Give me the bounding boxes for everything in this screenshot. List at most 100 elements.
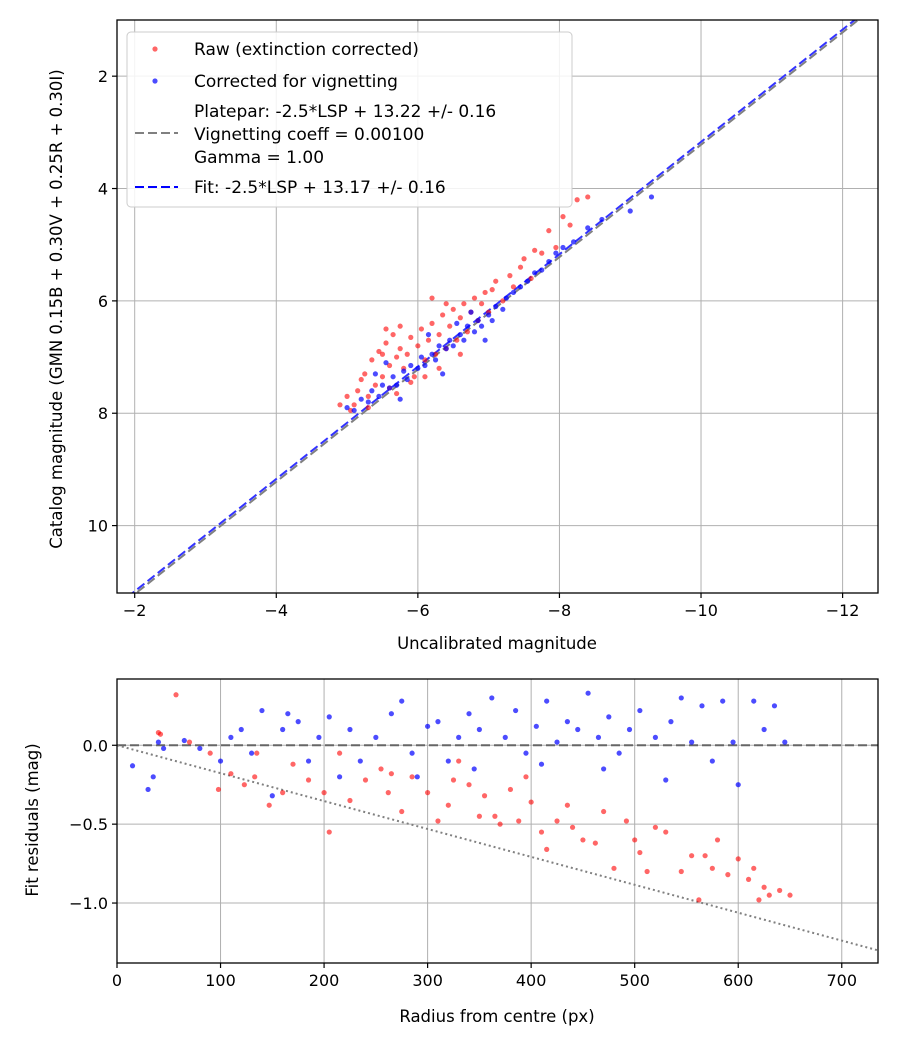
axes-frame bbox=[116, 678, 879, 964]
y-tick-label: −1.0 bbox=[69, 894, 108, 913]
raw-point bbox=[379, 374, 386, 380]
raw-point bbox=[454, 337, 460, 343]
corrected-point bbox=[699, 703, 705, 709]
corrected-point bbox=[637, 707, 643, 714]
corrected-point bbox=[217, 758, 224, 764]
corrected-point bbox=[500, 306, 506, 312]
corrected-point bbox=[627, 208, 633, 214]
corrected-point bbox=[386, 385, 393, 391]
raw-point bbox=[252, 774, 258, 780]
corrected-point bbox=[269, 793, 275, 799]
corrected-point bbox=[532, 270, 538, 276]
raw-point bbox=[466, 782, 472, 788]
legend-label-fit: Fit: -2.5*LSP + 13.17 +/- 0.16 bbox=[194, 178, 446, 198]
legend-label-corrected: Corrected for vignetting bbox=[194, 72, 398, 92]
legend-marker-corrected bbox=[152, 78, 158, 84]
raw-point bbox=[761, 884, 767, 890]
corrected-point bbox=[503, 295, 509, 301]
raw-point bbox=[592, 840, 598, 846]
top-ylabel: Catalog magnitude (GMN 0.15B + 0.30V + 0… bbox=[47, 69, 66, 548]
corrected-point bbox=[150, 774, 156, 780]
corrected-point bbox=[443, 346, 449, 352]
raw-point bbox=[476, 813, 482, 819]
corrected-point bbox=[432, 357, 439, 363]
corrected-point bbox=[435, 719, 441, 725]
corrected-point bbox=[616, 750, 622, 756]
corrected-point bbox=[145, 786, 151, 793]
raw-point bbox=[305, 777, 312, 783]
corrected-point bbox=[585, 690, 591, 696]
corrected-point bbox=[399, 698, 405, 704]
x-tick-label: −10 bbox=[684, 601, 718, 620]
raw-point bbox=[408, 334, 414, 340]
raw-point bbox=[397, 346, 403, 352]
raw-point bbox=[422, 357, 428, 363]
raw-point bbox=[445, 802, 451, 808]
corrected-point bbox=[689, 739, 695, 745]
corrected-point bbox=[414, 774, 420, 780]
corrected-point bbox=[422, 362, 428, 369]
legend: Raw (extinction corrected) Corrected for … bbox=[126, 31, 573, 208]
bottom-ylabel: Fit residuals (mag) bbox=[23, 743, 42, 896]
raw-point bbox=[411, 374, 417, 380]
corrected-point bbox=[735, 782, 741, 788]
corrected-point bbox=[524, 278, 531, 284]
corrected-point bbox=[513, 707, 519, 714]
y-tick-label: 0.0 bbox=[83, 736, 108, 755]
raw-point bbox=[471, 295, 478, 301]
raw-point bbox=[516, 818, 522, 824]
corrected-point bbox=[652, 734, 658, 740]
raw-point bbox=[215, 786, 222, 793]
axes-frame bbox=[116, 19, 879, 594]
raw-point bbox=[321, 790, 327, 796]
raw-point bbox=[385, 790, 391, 796]
raw-point bbox=[429, 320, 435, 326]
corrected-point bbox=[344, 405, 350, 411]
raw-point bbox=[457, 351, 463, 357]
corrected-point bbox=[478, 323, 485, 329]
corrected-point bbox=[461, 337, 467, 343]
corrected-point bbox=[489, 695, 495, 701]
corrected-point bbox=[585, 225, 591, 231]
x-tick-label: −8 bbox=[548, 601, 572, 620]
raw-point bbox=[517, 264, 524, 270]
raw-point bbox=[497, 821, 503, 827]
corrected-point bbox=[280, 726, 286, 733]
corrected-point bbox=[447, 337, 453, 343]
y-tick-label: −0.5 bbox=[69, 815, 108, 834]
line-vignetting-model bbox=[117, 744, 878, 952]
x-tick-label: 500 bbox=[619, 971, 650, 990]
corrected-point bbox=[376, 393, 382, 399]
corrected-point bbox=[450, 343, 456, 349]
corrected-point bbox=[401, 368, 407, 374]
x-tick-label: −4 bbox=[264, 601, 288, 620]
raw-point bbox=[521, 256, 527, 262]
corrected-point bbox=[486, 312, 492, 318]
raw-point bbox=[500, 298, 506, 304]
corrected-point bbox=[238, 726, 244, 733]
raw-point bbox=[678, 868, 684, 875]
corrected-point bbox=[248, 750, 255, 756]
corrected-point bbox=[373, 734, 379, 740]
raw-point bbox=[186, 739, 193, 745]
raw-point bbox=[443, 301, 449, 307]
corrected-point bbox=[425, 331, 432, 338]
raw-point bbox=[735, 856, 741, 862]
raw-point bbox=[523, 774, 529, 780]
corrected-point bbox=[475, 317, 481, 324]
raw-point bbox=[408, 379, 414, 385]
corrected-point bbox=[351, 407, 357, 414]
corrected-point bbox=[409, 750, 415, 756]
corrected-point bbox=[383, 360, 389, 366]
corrected-point bbox=[440, 371, 446, 377]
raw-point bbox=[507, 786, 514, 793]
raw-point bbox=[756, 897, 762, 903]
raw-point bbox=[644, 868, 650, 875]
raw-point bbox=[365, 405, 371, 411]
raw-point bbox=[378, 766, 384, 772]
raw-point bbox=[538, 829, 545, 835]
corrected-point bbox=[533, 723, 539, 729]
raw-point bbox=[574, 197, 580, 203]
raw-point bbox=[436, 331, 442, 338]
